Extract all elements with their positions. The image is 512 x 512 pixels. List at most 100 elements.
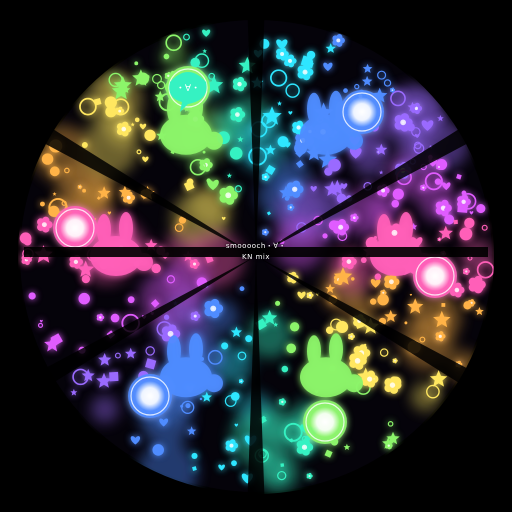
heart-shape xyxy=(442,182,451,191)
flower-shape xyxy=(262,228,269,236)
flower-shape xyxy=(435,331,446,342)
dot-shape xyxy=(178,216,187,224)
dot-shape xyxy=(39,201,45,207)
dot-shape xyxy=(231,460,237,467)
star-shape xyxy=(96,372,112,388)
flower-shape xyxy=(437,237,442,242)
star-shape xyxy=(226,173,232,178)
star-shape xyxy=(433,310,451,328)
heart-shape xyxy=(323,62,333,71)
ring-shape xyxy=(114,352,121,359)
heart-shape xyxy=(469,211,474,215)
flower-shape xyxy=(390,87,396,93)
square-shape xyxy=(150,299,160,308)
dot-shape xyxy=(404,321,408,325)
flower-shape xyxy=(122,191,136,204)
dot-shape xyxy=(360,257,367,264)
ring-shape xyxy=(476,261,494,279)
dot-shape xyxy=(343,88,348,94)
ring-shape xyxy=(459,192,477,210)
heart-shape xyxy=(142,156,149,163)
cloud-blob xyxy=(235,119,287,171)
square-shape xyxy=(96,196,101,201)
flower-shape xyxy=(204,298,224,319)
star-shape xyxy=(429,370,448,387)
star-shape xyxy=(230,326,242,338)
ring-shape xyxy=(383,79,392,87)
flower-shape xyxy=(436,163,443,171)
flower-shape xyxy=(376,150,381,154)
flower-shape xyxy=(225,439,239,453)
ring-shape xyxy=(277,470,287,481)
star-shape xyxy=(154,90,166,102)
orb-medallion xyxy=(413,254,457,298)
flower-shape xyxy=(232,76,247,92)
flower-shape xyxy=(463,267,470,275)
dot-shape xyxy=(275,300,281,306)
cloud-blob xyxy=(163,255,212,304)
heart-shape xyxy=(107,211,112,215)
ring-shape xyxy=(108,72,123,88)
dot-shape xyxy=(463,301,472,310)
dot-shape xyxy=(476,204,486,214)
heart-shape xyxy=(207,179,219,191)
flower-shape xyxy=(333,219,350,236)
dot-shape xyxy=(127,296,135,304)
flower-shape xyxy=(230,106,246,123)
square-shape xyxy=(183,180,195,192)
ring-shape xyxy=(79,97,97,116)
ring-shape xyxy=(136,149,142,155)
star-shape xyxy=(386,431,400,445)
dot-shape xyxy=(202,150,206,154)
star-shape xyxy=(409,222,418,230)
dot-shape xyxy=(374,273,382,280)
heart-shape xyxy=(284,142,291,148)
dot-shape xyxy=(221,342,229,350)
star-shape xyxy=(325,283,335,293)
dot-shape xyxy=(306,50,316,60)
dot-shape xyxy=(185,403,191,409)
dot-shape xyxy=(350,277,355,281)
dot-shape xyxy=(144,129,156,141)
dot-shape xyxy=(134,61,139,66)
dot-shape xyxy=(49,166,60,177)
heart-shape xyxy=(234,423,239,427)
flower-shape xyxy=(77,184,83,190)
heart-shape xyxy=(421,120,434,131)
flower-shape xyxy=(306,291,314,299)
ring-shape xyxy=(426,384,440,399)
ring-shape xyxy=(411,127,421,137)
spoke-wedge xyxy=(44,256,256,384)
orb-medallion xyxy=(53,206,97,250)
heart-shape xyxy=(468,287,472,290)
star-shape xyxy=(324,180,341,196)
ring-shape xyxy=(481,224,488,231)
dot-shape xyxy=(82,188,87,193)
heart-shape xyxy=(310,186,317,192)
flower-shape xyxy=(332,33,345,47)
ring-shape xyxy=(194,53,210,69)
spoke-dividers xyxy=(24,16,488,496)
square-shape xyxy=(441,303,446,307)
star-shape xyxy=(44,336,61,352)
dot-shape xyxy=(152,444,164,456)
flower-shape xyxy=(115,106,125,116)
heart-shape xyxy=(130,436,141,445)
flower-shape xyxy=(116,121,132,137)
spoke-wedge xyxy=(247,16,265,256)
ring-shape xyxy=(390,90,406,107)
heart-shape xyxy=(297,291,306,300)
cloud-blob xyxy=(273,218,326,271)
heart-shape xyxy=(349,148,362,159)
star-shape xyxy=(438,225,453,240)
star-shape xyxy=(237,136,244,143)
dot-shape xyxy=(134,117,140,123)
flower-shape xyxy=(189,258,200,270)
dot-shape xyxy=(434,178,442,185)
square-shape xyxy=(109,371,119,382)
flower-shape xyxy=(286,180,304,198)
dot-shape xyxy=(289,322,300,332)
square-shape xyxy=(453,219,458,225)
ring-shape xyxy=(379,348,389,357)
spoke-wedge xyxy=(256,256,468,384)
